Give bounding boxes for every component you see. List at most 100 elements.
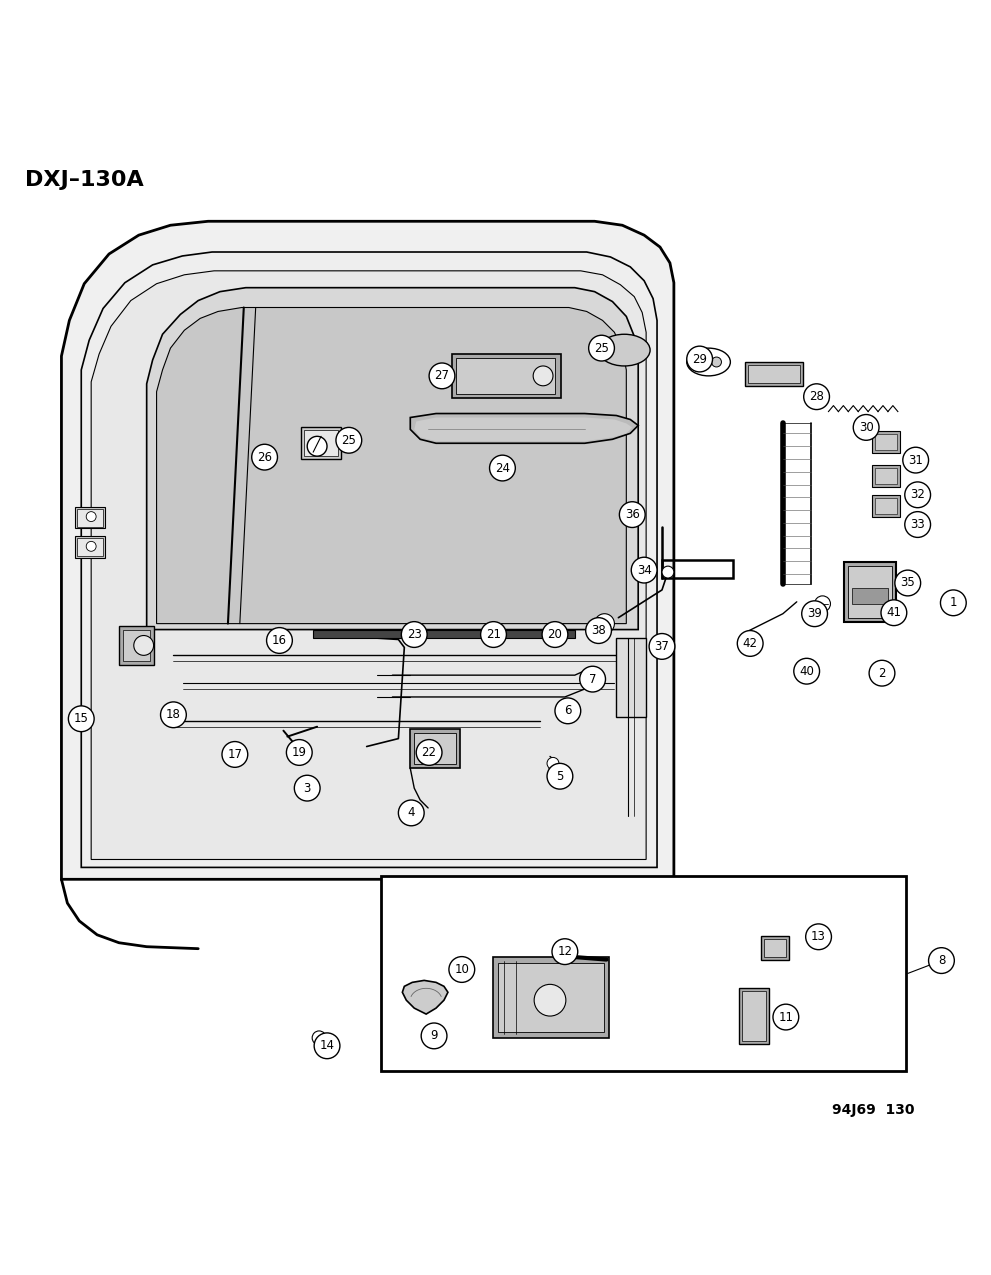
Bar bbox=[761, 936, 789, 960]
Text: 39: 39 bbox=[807, 607, 823, 620]
Text: 26: 26 bbox=[257, 450, 273, 464]
Bar bbox=[452, 354, 561, 398]
Circle shape bbox=[794, 658, 820, 685]
Circle shape bbox=[905, 482, 931, 507]
Polygon shape bbox=[410, 413, 638, 444]
Text: 14: 14 bbox=[319, 1039, 335, 1052]
Circle shape bbox=[533, 366, 553, 386]
Text: 25: 25 bbox=[594, 342, 609, 354]
Bar bbox=[848, 566, 892, 617]
Circle shape bbox=[429, 363, 455, 389]
Text: 4: 4 bbox=[407, 806, 415, 820]
Circle shape bbox=[134, 635, 154, 655]
Circle shape bbox=[267, 627, 292, 653]
Circle shape bbox=[712, 357, 721, 367]
Circle shape bbox=[595, 613, 614, 634]
Circle shape bbox=[869, 660, 895, 686]
Bar bbox=[616, 638, 646, 717]
Circle shape bbox=[649, 634, 675, 659]
Circle shape bbox=[801, 659, 813, 671]
Bar bbox=[301, 427, 341, 459]
Text: 25: 25 bbox=[341, 434, 357, 446]
Circle shape bbox=[555, 697, 581, 724]
Bar bbox=[875, 468, 897, 484]
Bar bbox=[742, 991, 766, 1040]
Circle shape bbox=[895, 570, 921, 595]
Circle shape bbox=[903, 448, 929, 473]
Circle shape bbox=[421, 1023, 447, 1049]
Text: 9: 9 bbox=[430, 1029, 438, 1043]
Bar bbox=[872, 431, 900, 453]
Bar bbox=[119, 626, 154, 666]
Text: 33: 33 bbox=[911, 518, 925, 530]
Circle shape bbox=[490, 455, 515, 481]
Text: 29: 29 bbox=[692, 352, 708, 366]
Bar bbox=[498, 963, 604, 1031]
Text: 12: 12 bbox=[557, 945, 573, 958]
Circle shape bbox=[580, 667, 606, 692]
Polygon shape bbox=[81, 252, 657, 867]
Text: 35: 35 bbox=[901, 576, 915, 589]
Text: 38: 38 bbox=[592, 623, 606, 638]
Text: 15: 15 bbox=[73, 713, 89, 725]
Text: 8: 8 bbox=[937, 954, 945, 966]
Circle shape bbox=[418, 748, 434, 764]
Text: 22: 22 bbox=[421, 746, 437, 759]
Circle shape bbox=[86, 542, 96, 551]
Circle shape bbox=[68, 706, 94, 732]
Circle shape bbox=[86, 511, 96, 521]
Circle shape bbox=[940, 590, 966, 616]
Circle shape bbox=[619, 502, 645, 528]
Circle shape bbox=[336, 427, 362, 453]
Text: 6: 6 bbox=[564, 704, 572, 718]
Polygon shape bbox=[313, 630, 575, 638]
Bar bbox=[414, 733, 456, 764]
Polygon shape bbox=[91, 270, 646, 859]
Circle shape bbox=[314, 1033, 340, 1058]
Text: 7: 7 bbox=[589, 673, 597, 686]
Circle shape bbox=[853, 414, 879, 440]
Bar bbox=[75, 506, 105, 529]
Text: 11: 11 bbox=[778, 1011, 794, 1024]
Text: 2: 2 bbox=[878, 667, 886, 680]
Circle shape bbox=[416, 740, 442, 765]
Bar bbox=[852, 588, 888, 604]
Bar bbox=[77, 538, 103, 556]
Circle shape bbox=[737, 631, 763, 657]
Text: 5: 5 bbox=[556, 770, 564, 783]
Bar bbox=[875, 497, 897, 514]
Text: 40: 40 bbox=[799, 664, 815, 678]
Text: 16: 16 bbox=[272, 634, 287, 646]
Circle shape bbox=[815, 595, 830, 612]
Circle shape bbox=[294, 775, 320, 801]
Circle shape bbox=[929, 947, 954, 973]
Text: 36: 36 bbox=[624, 509, 640, 521]
Circle shape bbox=[161, 703, 186, 728]
Circle shape bbox=[881, 599, 907, 626]
Text: 24: 24 bbox=[495, 462, 510, 474]
Circle shape bbox=[401, 622, 427, 648]
Circle shape bbox=[307, 436, 327, 456]
Bar bbox=[875, 435, 897, 450]
Text: 10: 10 bbox=[454, 963, 470, 975]
Text: 30: 30 bbox=[859, 421, 873, 434]
Circle shape bbox=[398, 799, 424, 826]
Circle shape bbox=[804, 384, 829, 409]
Text: 34: 34 bbox=[636, 564, 652, 576]
Text: DXJ–130A: DXJ–130A bbox=[25, 170, 144, 190]
Text: 17: 17 bbox=[227, 748, 243, 761]
Circle shape bbox=[252, 444, 277, 470]
Ellipse shape bbox=[599, 334, 650, 366]
Ellipse shape bbox=[687, 348, 730, 376]
Bar bbox=[872, 495, 900, 516]
Circle shape bbox=[534, 984, 566, 1016]
Bar bbox=[748, 365, 800, 382]
Bar bbox=[493, 956, 609, 1038]
Circle shape bbox=[806, 924, 831, 950]
Text: 42: 42 bbox=[742, 638, 758, 650]
Text: 20: 20 bbox=[547, 629, 563, 641]
Text: 27: 27 bbox=[434, 370, 450, 382]
Text: 41: 41 bbox=[886, 606, 902, 620]
Text: 1: 1 bbox=[949, 597, 957, 609]
Circle shape bbox=[773, 1005, 799, 1030]
